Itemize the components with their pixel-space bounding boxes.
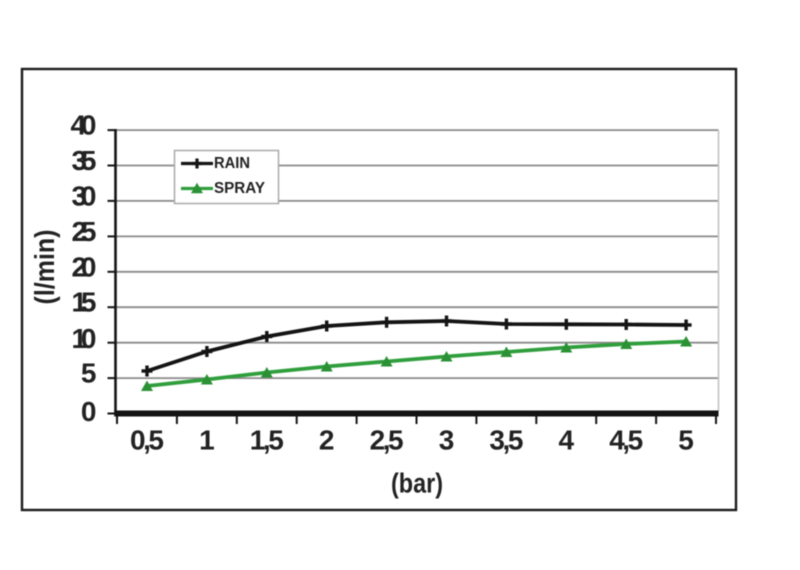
svg-text:4: 4 [559, 425, 575, 456]
svg-text:2: 2 [319, 425, 335, 456]
svg-text:SPRAY: SPRAY [214, 180, 265, 197]
svg-text:3: 3 [439, 425, 455, 456]
svg-text:5: 5 [81, 358, 97, 389]
svg-text:5: 5 [678, 425, 694, 456]
svg-text:(bar): (bar) [391, 468, 443, 499]
svg-text:RAIN: RAIN [214, 155, 250, 172]
svg-text:20: 20 [72, 251, 97, 282]
svg-text:10: 10 [72, 323, 97, 354]
svg-text:1: 1 [199, 425, 215, 456]
svg-text:40: 40 [71, 110, 97, 141]
svg-text:2,5: 2,5 [370, 425, 404, 456]
svg-text:15: 15 [72, 287, 97, 318]
svg-text:35: 35 [72, 145, 97, 176]
svg-text:30: 30 [72, 180, 97, 211]
svg-text:1,5: 1,5 [250, 425, 284, 456]
svg-text:0,5: 0,5 [130, 425, 164, 456]
svg-text:(l/min): (l/min) [29, 230, 60, 305]
svg-text:0: 0 [81, 396, 97, 427]
svg-text:4,5: 4,5 [609, 425, 643, 456]
svg-text:3,5: 3,5 [489, 425, 523, 456]
svg-text:25: 25 [72, 216, 97, 247]
